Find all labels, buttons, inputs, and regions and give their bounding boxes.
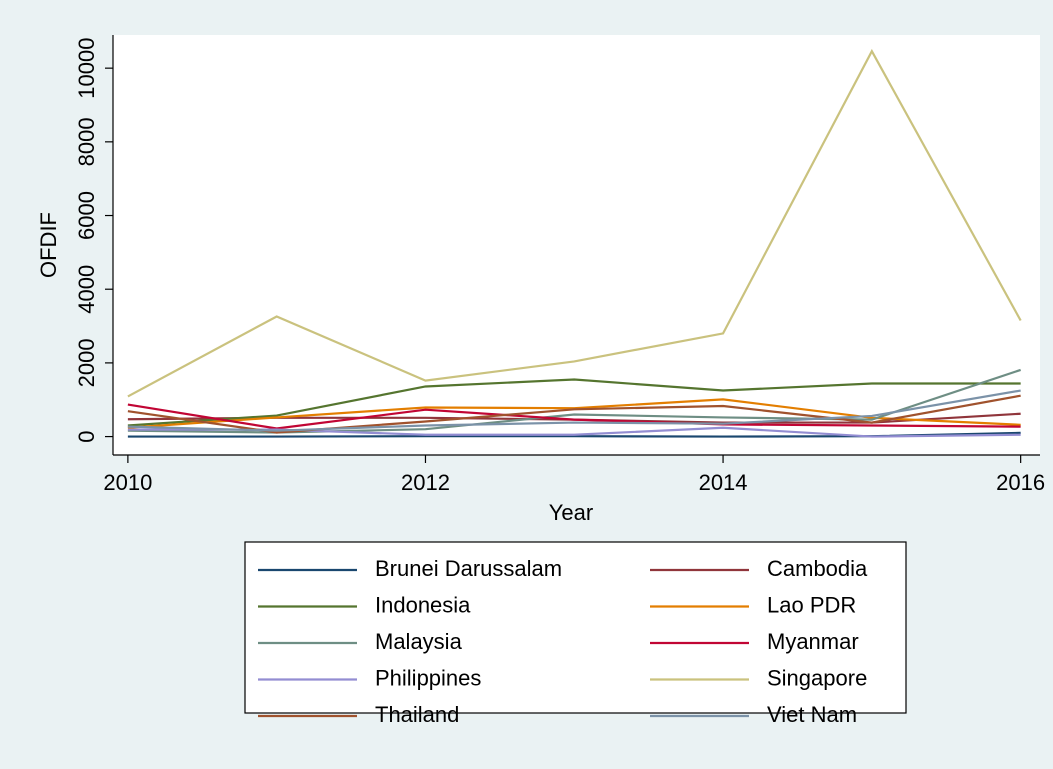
legend-label: Singapore (767, 665, 867, 690)
y-tick-label: 6000 (74, 191, 99, 240)
legend-label: Thailand (375, 702, 459, 727)
series-line (127, 48, 1022, 398)
y-tick-label: 2000 (74, 338, 99, 387)
series-line (127, 389, 1021, 432)
y-axis-title: OFDIF (36, 212, 61, 278)
legend-label: Philippines (375, 665, 481, 690)
y-tick-label: 8000 (74, 117, 99, 166)
series-line (127, 378, 1021, 427)
legend-label: Malaysia (375, 629, 463, 654)
x-tick-label: 2016 (996, 470, 1045, 495)
series-line (127, 398, 1021, 429)
y-tick-label: 10000 (74, 38, 99, 99)
y-tick-label: 0 (74, 430, 99, 442)
legend-label: Indonesia (375, 592, 471, 617)
x-tick-label: 2012 (401, 470, 450, 495)
x-tick-label: 2014 (699, 470, 748, 495)
series-line (127, 394, 1021, 434)
legend-label: Brunei Darussalam (375, 556, 562, 581)
legend-label: Lao PDR (767, 592, 856, 617)
legend-label: Viet Nam (767, 702, 857, 727)
x-tick-label: 2010 (103, 470, 152, 495)
y-tick-label: 4000 (74, 265, 99, 314)
plot-area (113, 35, 1040, 455)
x-axis-title: Year (549, 500, 593, 525)
series-line (127, 403, 1021, 430)
series-line (127, 426, 1021, 438)
legend-label: Cambodia (767, 556, 868, 581)
legend-label: Myanmar (767, 629, 859, 654)
